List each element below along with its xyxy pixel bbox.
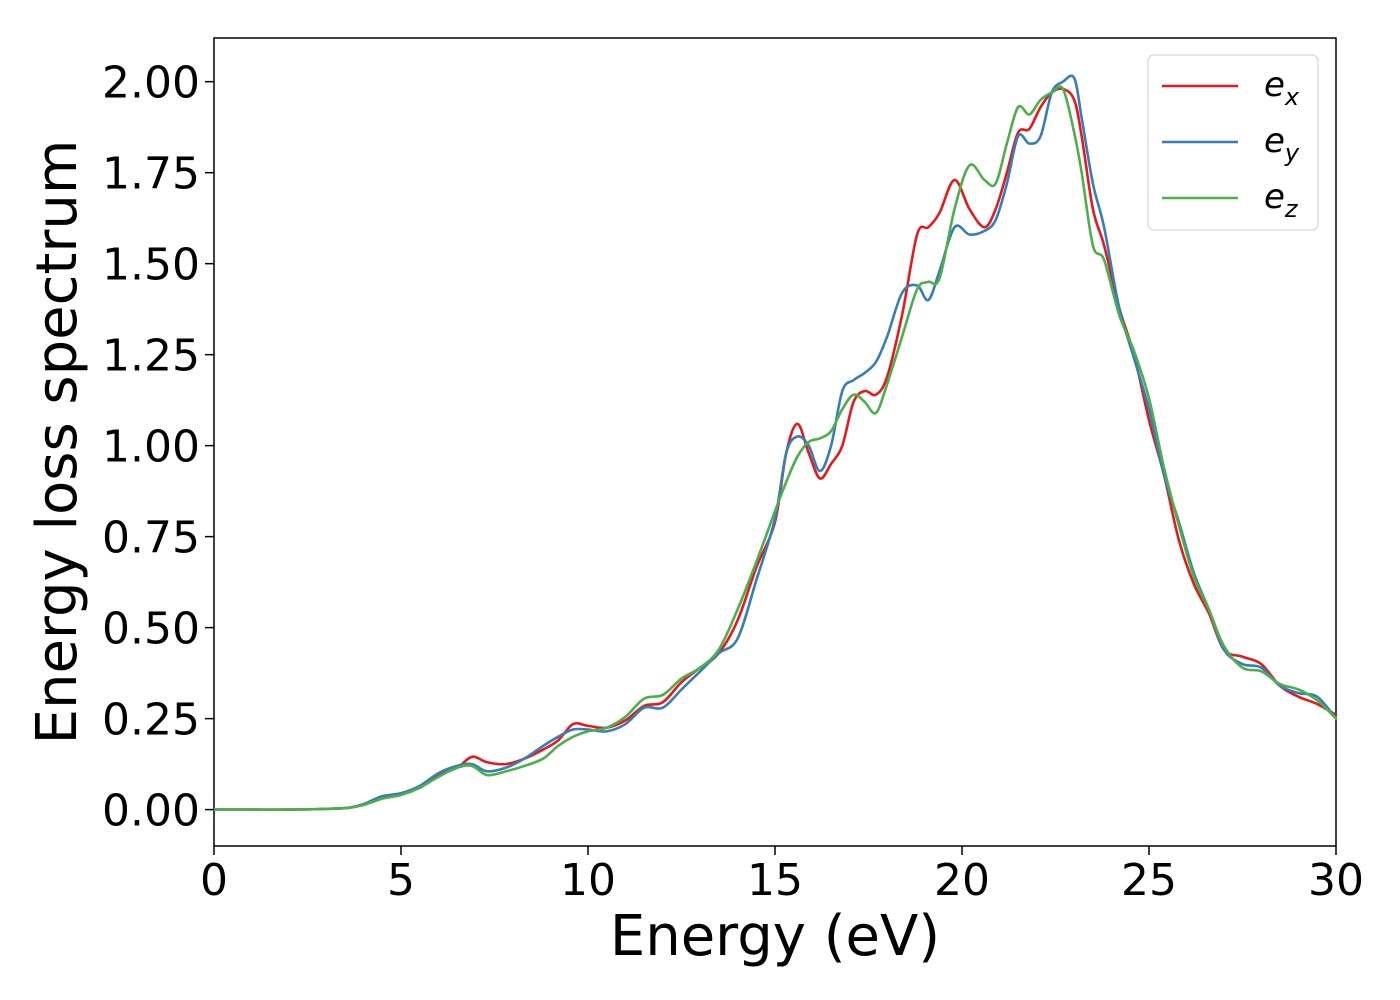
y-tick-label: 1.50 [102, 240, 200, 291]
y-tick-label: 0.25 [102, 695, 200, 746]
x-tick-label: 0 [200, 855, 228, 906]
y-tick-label: 1.00 [102, 422, 200, 473]
x-tick-label: 30 [1308, 855, 1364, 906]
legend-label-subscript: z [1284, 195, 1299, 223]
legend-label-subscript: y [1284, 139, 1300, 167]
x-tick-label: 20 [934, 855, 990, 906]
x-axis: 0 5 10 15 20 25 30 [200, 846, 1364, 906]
series-line-y [212, 74, 1338, 811]
y-tick-label: 0.50 [102, 604, 200, 655]
y-axis: 0.00 0.25 0.50 0.75 1.00 1.25 1.50 1.75 2.00 [102, 58, 214, 837]
legend-label-subscript: x [1284, 83, 1300, 111]
legend-label-base: e [1264, 121, 1285, 161]
y-tick-label: 2.00 [102, 58, 200, 109]
legend-label-y: ey [1264, 121, 1300, 167]
legend-label-base: e [1264, 177, 1285, 217]
series-group [212, 74, 1338, 811]
legend-label-base: e [1264, 65, 1285, 105]
legend-label-z: ez [1264, 177, 1299, 223]
x-tick-label: 5 [387, 855, 415, 906]
y-tick-label: 1.75 [102, 149, 200, 200]
y-axis-label: Energy loss spectrum [25, 140, 90, 745]
legend-label-x: ex [1264, 65, 1300, 111]
y-tick-label: 0.75 [102, 513, 200, 564]
y-tick-label: 1.25 [102, 331, 200, 382]
x-tick-label: 25 [1121, 855, 1177, 906]
x-axis-label: Energy (eV) [610, 904, 940, 969]
y-tick-label: 0.00 [102, 786, 200, 837]
x-tick-label: 10 [560, 855, 616, 906]
series-line-z [212, 85, 1338, 811]
x-tick-label: 15 [747, 855, 803, 906]
